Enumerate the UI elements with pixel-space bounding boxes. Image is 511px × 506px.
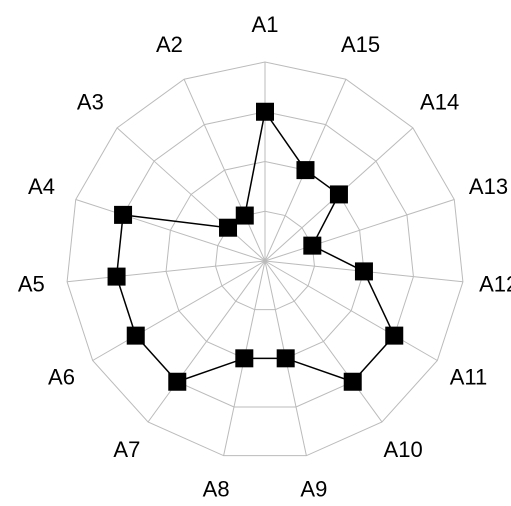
axis-label: A10 bbox=[384, 437, 423, 462]
spoke bbox=[147, 260, 266, 423]
marker bbox=[235, 349, 254, 368]
marker bbox=[114, 205, 133, 224]
marker bbox=[329, 185, 348, 204]
marker bbox=[168, 372, 187, 391]
spoke bbox=[116, 127, 266, 262]
axis-label: A8 bbox=[203, 477, 230, 502]
spoke bbox=[92, 260, 266, 361]
marker bbox=[354, 262, 373, 281]
marker bbox=[126, 326, 145, 345]
grid-ring bbox=[116, 111, 414, 408]
spoke bbox=[264, 260, 383, 423]
axis-label: A15 bbox=[341, 32, 380, 57]
axis-label: A1 bbox=[252, 12, 279, 37]
axis-label: A3 bbox=[77, 90, 104, 115]
grid-ring bbox=[66, 61, 464, 457]
axis-label: A12 bbox=[479, 271, 511, 296]
marker bbox=[385, 326, 404, 345]
marker bbox=[303, 236, 322, 255]
marker bbox=[276, 349, 295, 368]
axis-label: A5 bbox=[18, 271, 45, 296]
marker bbox=[107, 267, 126, 286]
marker bbox=[235, 206, 254, 225]
spoke bbox=[264, 199, 455, 262]
marker bbox=[219, 218, 238, 237]
axis-label: A7 bbox=[113, 437, 140, 462]
marker bbox=[296, 161, 315, 180]
spoke bbox=[264, 260, 438, 361]
axis-label: A4 bbox=[28, 174, 55, 199]
axis-label: A6 bbox=[48, 364, 75, 389]
axis-label: A13 bbox=[469, 174, 508, 199]
axis-label: A11 bbox=[450, 364, 488, 389]
marker bbox=[343, 372, 362, 391]
axis-label: A2 bbox=[156, 32, 183, 57]
spoke bbox=[67, 260, 266, 283]
spoke bbox=[183, 79, 266, 262]
series-line bbox=[115, 111, 396, 383]
marker bbox=[256, 102, 274, 121]
axis-label: A14 bbox=[420, 90, 459, 115]
axis-label: A9 bbox=[300, 477, 327, 502]
spoke bbox=[75, 199, 266, 262]
